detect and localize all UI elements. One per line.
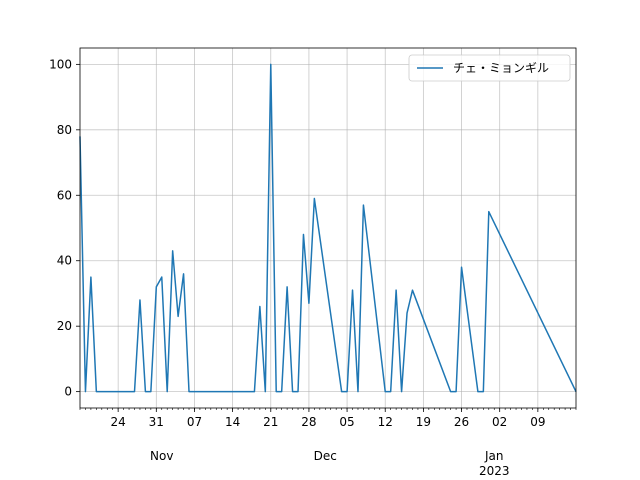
x-tick-label: 14 [225,415,240,429]
plot-frame [79,47,577,409]
y-tick-label: 0 [64,385,72,399]
y-tick-label: 20 [57,319,72,333]
axes [79,47,577,409]
x-month-label: Nov [150,449,173,463]
x-tick-label: 19 [416,415,431,429]
y-tick-label: 40 [57,254,72,268]
x-tick-label: 31 [149,415,164,429]
x-month-label: Jan [484,449,504,463]
x-tick-label: 09 [530,415,545,429]
x-tick-label: 24 [111,415,126,429]
legend: チェ・ミョンギル [408,54,571,82]
grid-lines [80,48,576,408]
x-month-label: Dec [314,449,337,463]
x-tick-label: 21 [263,415,278,429]
x-tick-label: 07 [187,415,202,429]
y-tick-label: 60 [57,188,72,202]
series-line [79,63,577,393]
y-axis-ticks: 0 20 40 60 80 100 [49,57,80,399]
legend-box [408,54,571,82]
x-tick-label: 12 [378,415,393,429]
x-tick-label: 26 [454,415,469,429]
x-tick-label: 05 [339,415,354,429]
y-tick-label: 80 [57,123,72,137]
x-tick-label: 02 [492,415,507,429]
x-year-label: 2023 [479,464,510,478]
y-tick-label: 100 [49,57,72,71]
x-tick-label: 28 [301,415,316,429]
legend-label: チェ・ミョンギル [453,61,549,75]
series-layer [79,63,577,393]
